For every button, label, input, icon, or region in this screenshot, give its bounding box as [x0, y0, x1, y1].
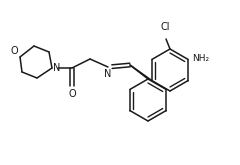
Text: NH₂: NH₂	[192, 54, 209, 63]
Text: Cl: Cl	[160, 22, 170, 32]
Text: O: O	[68, 89, 76, 99]
Text: N: N	[104, 69, 112, 79]
Text: N: N	[53, 63, 60, 73]
Text: O: O	[10, 46, 18, 56]
